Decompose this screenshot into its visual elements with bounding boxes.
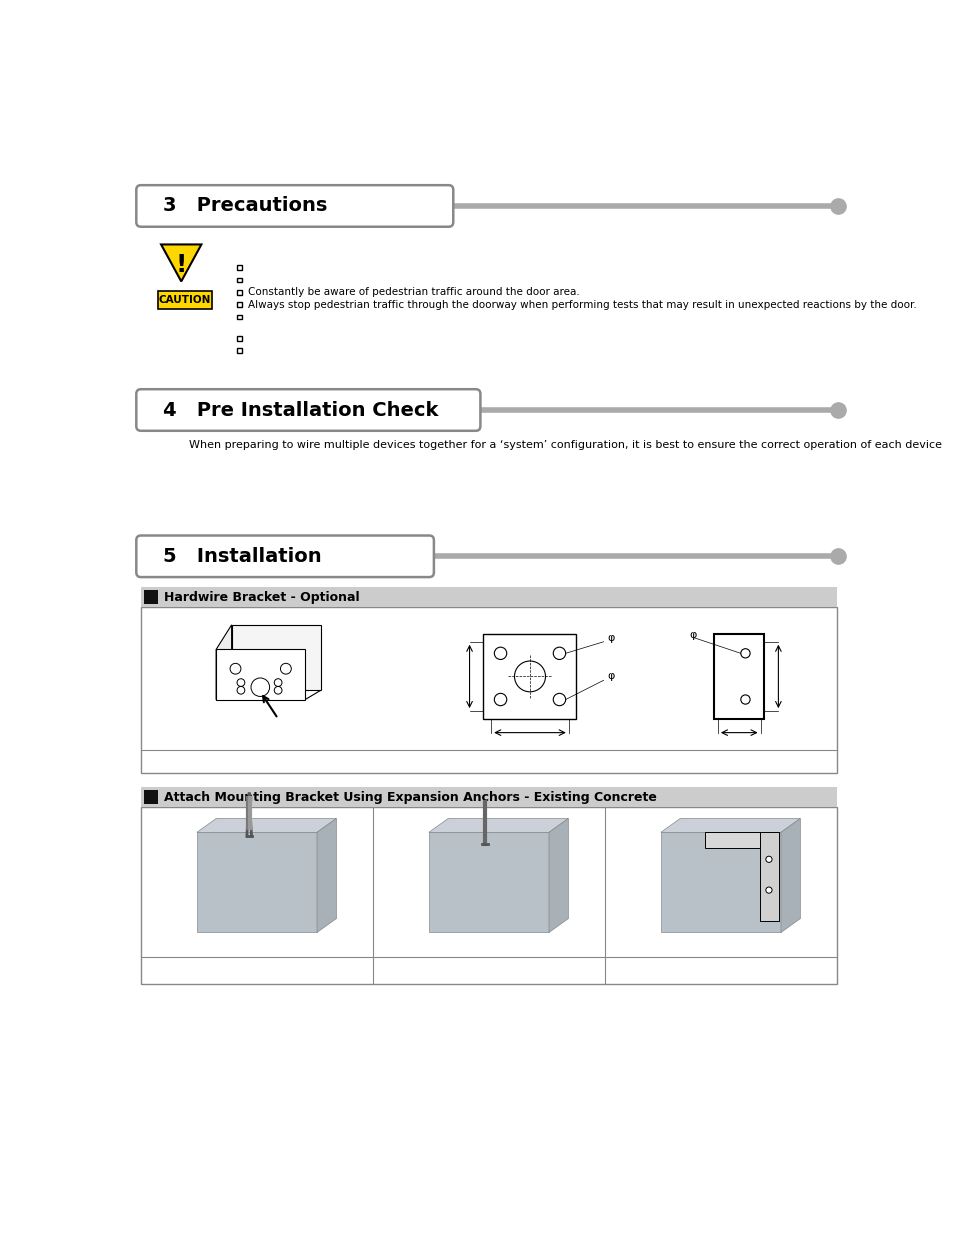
Bar — [141, 808, 836, 984]
Polygon shape — [161, 245, 201, 282]
Polygon shape — [216, 690, 320, 699]
Polygon shape — [660, 819, 800, 832]
Bar — [236, 348, 241, 353]
Text: Constantly be aware of pedestrian traffic around the door area.: Constantly be aware of pedestrian traffi… — [248, 288, 579, 298]
Polygon shape — [704, 832, 759, 847]
Bar — [158, 290, 212, 309]
Polygon shape — [216, 650, 305, 699]
Polygon shape — [316, 819, 336, 932]
Polygon shape — [196, 832, 316, 932]
Text: 4   Pre Installation Check: 4 Pre Installation Check — [162, 400, 437, 420]
Bar — [141, 787, 836, 808]
Polygon shape — [429, 832, 548, 932]
Text: When preparing to wire multiple devices together for a ‘system’ configuration, i: When preparing to wire multiple devices … — [189, 440, 941, 450]
Bar — [236, 336, 241, 341]
FancyBboxPatch shape — [136, 185, 453, 227]
FancyBboxPatch shape — [136, 536, 434, 577]
Text: φ: φ — [688, 630, 696, 640]
Text: Attach Mounting Bracket Using Expansion Anchors - Existing Concrete: Attach Mounting Bracket Using Expansion … — [164, 790, 657, 804]
Polygon shape — [660, 832, 781, 932]
Polygon shape — [548, 819, 568, 932]
Bar — [236, 266, 241, 270]
Bar — [141, 608, 836, 773]
Polygon shape — [429, 819, 568, 832]
Polygon shape — [232, 625, 320, 690]
Bar — [236, 303, 241, 306]
Text: φ: φ — [607, 672, 615, 682]
Bar — [144, 790, 158, 804]
Polygon shape — [196, 819, 336, 832]
Polygon shape — [781, 819, 800, 932]
Bar — [713, 634, 763, 719]
Text: CAUTION: CAUTION — [159, 295, 212, 305]
Text: Always stop pedestrian traffic through the doorway when performing tests that ma: Always stop pedestrian traffic through t… — [248, 300, 916, 310]
Polygon shape — [216, 625, 232, 699]
Circle shape — [765, 887, 771, 893]
FancyBboxPatch shape — [136, 389, 480, 431]
Polygon shape — [759, 832, 779, 921]
Bar — [236, 278, 241, 282]
Bar — [483, 634, 576, 719]
Text: φ: φ — [607, 632, 615, 643]
Bar — [236, 290, 241, 294]
Text: 3   Precautions: 3 Precautions — [162, 196, 327, 215]
Text: 5   Installation: 5 Installation — [162, 547, 321, 566]
Bar — [236, 315, 241, 319]
Text: !: ! — [175, 253, 187, 277]
Bar — [144, 590, 158, 604]
Circle shape — [765, 856, 771, 862]
Bar — [141, 587, 836, 608]
Text: Hardwire Bracket - Optional: Hardwire Bracket - Optional — [164, 590, 359, 604]
